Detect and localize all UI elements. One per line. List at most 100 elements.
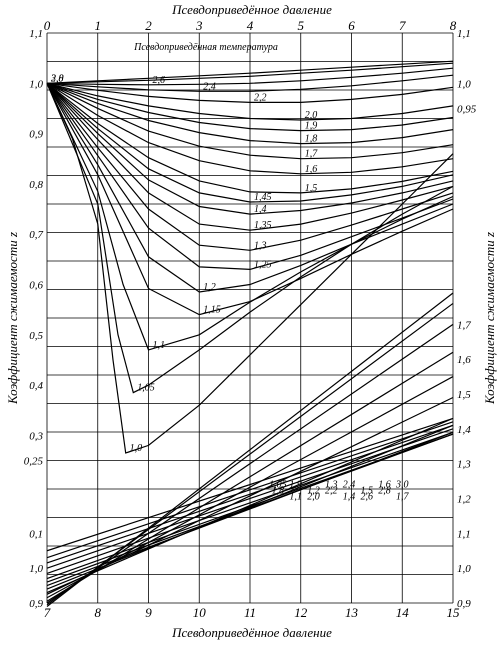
top-tick-label: 1 [95, 18, 102, 33]
left-tick-label: 0,9 [29, 598, 43, 610]
left-tick-label: 1,1 [29, 28, 43, 40]
bottom-tick-label: 13 [345, 605, 359, 620]
lower-curve-label: 1,9 [289, 480, 302, 491]
right-tick-label: 1,2 [457, 494, 471, 506]
upper-curve [46, 82, 454, 145]
top-tick-label: 3 [195, 18, 203, 33]
right-tick-label: 1,1 [457, 528, 471, 540]
bottom-tick-label: 12 [294, 605, 308, 620]
right-tick-label: 1,6 [457, 354, 471, 366]
lower-curve [46, 323, 454, 604]
upper-curve [46, 82, 454, 203]
upper-curve-label: 1,45 [254, 192, 272, 203]
upper-curve-label: 2,0 [305, 110, 318, 121]
lower-curve [46, 417, 454, 552]
left-tick-label: 0,1 [29, 528, 43, 540]
left-tick-label: 0,25 [24, 456, 44, 468]
lower-curve-label: 1,4 [343, 492, 356, 503]
left-tick-label: 0,3 [29, 430, 43, 442]
right-tick-label: 1,7 [457, 319, 471, 331]
right-axis-title: Коэффициент сжимаемости z [482, 232, 497, 405]
upper-curve [46, 82, 454, 132]
upper-curve-label: 1,2 [203, 282, 216, 293]
upper-curve-label: 2,8 [51, 73, 64, 84]
left-tick-label: 0,8 [29, 179, 43, 191]
upper-curve [46, 83, 454, 351]
lower-curve-label: 2,6 [360, 492, 373, 503]
upper-curve-label: 1,35 [254, 220, 272, 231]
top-tick-label: 2 [145, 18, 152, 33]
lower-curves-group: 3,0 2,8 2,6 2,4 2,2 2,0 1,9 1,8 1,7 1,6 1,5 1,4 1,3 1… [46, 292, 454, 607]
lower-curve [46, 424, 454, 564]
upper-curve [46, 60, 454, 84]
lower-curve-label: 1,3 [325, 480, 338, 491]
upper-curve-label: 1,7 [305, 149, 319, 160]
lower-curve [46, 351, 454, 602]
top-tick-label: 5 [298, 18, 305, 33]
upper-curve [46, 83, 454, 454]
right-tick-label: 1,4 [457, 424, 471, 436]
upper-curves-group: 3,02,8 2,6 2,4 2,2 2,01,9 1,8 1,7 1,6 1,5 1,451,4… [46, 60, 454, 454]
bottom-tick-label: 11 [244, 605, 256, 620]
lower-curve [46, 433, 454, 583]
upper-curve [46, 82, 454, 194]
left-axis-title: Коэффициент сжимаемости z [5, 232, 20, 405]
upper-curve-label: 1,8 [305, 134, 318, 145]
lower-curve-label: 2,8 [378, 486, 391, 497]
right-tick-label: 1,5 [457, 389, 471, 401]
upper-curve-label: 1,5 [305, 183, 318, 194]
lower-curve-label: 1,2 [307, 486, 320, 497]
right-tick-label: 1,0 [457, 78, 471, 90]
top-tick-label: 7 [399, 18, 406, 33]
upper-curve-label: 2,2 [254, 92, 267, 103]
upper-curve [46, 67, 454, 86]
bottom-tick-label: 14 [396, 605, 410, 620]
lower-curve-label: 2,2 [325, 486, 338, 497]
upper-curve-label: 1,1 [153, 340, 166, 351]
right-tick-label: 1,1 [457, 28, 471, 40]
upper-curve [46, 82, 454, 121]
lower-curve-label: 3,0 [395, 480, 409, 491]
right-tick-label: 0,95 [457, 103, 477, 115]
left-tick-label: 0,6 [29, 279, 43, 291]
right-tick-label: 0,9 [457, 598, 471, 610]
bottom-tick-label: 15 [447, 605, 461, 620]
upper-curve-label: 1,6 [305, 164, 318, 175]
tick-labels: 0 1 2 3 4 5 6 7 87 8 9 10 11 12 13 14 151,11,00,90,80,70… [24, 18, 477, 620]
upper-curve-label: 1,15 [203, 305, 221, 316]
upper-curve [46, 82, 454, 293]
top-tick-label: 6 [348, 18, 355, 33]
top-axis-title: Псевдоприведённое давление [171, 2, 332, 17]
upper-curve-label: 2,6 [153, 75, 166, 86]
right-tick-label: 1,3 [457, 459, 471, 471]
bottom-tick-label: 10 [193, 605, 207, 620]
top-tick-label: 8 [450, 18, 457, 33]
lower-curve [46, 421, 454, 559]
upper-curve [46, 82, 454, 160]
upper-curve [46, 82, 454, 103]
lower-curve [46, 417, 454, 594]
lower-curve-label: 2,0 [307, 492, 320, 503]
upper-curve [46, 74, 454, 92]
upper-curve [46, 62, 454, 84]
left-tick-label: 0,5 [29, 330, 43, 342]
left-tick-label: 0,7 [29, 229, 43, 241]
bottom-axis-title: Псевдоприведённое давление [171, 625, 332, 640]
lower-curve-label: 1,1 [289, 492, 302, 503]
upper-curve-label: 3,0 [50, 73, 64, 84]
right-tick-label: 1,0 [457, 563, 471, 575]
upper-curve-label: 1,25 [254, 259, 272, 270]
upper-curve-label: 1,0 [130, 443, 143, 454]
bottom-tick-label: 7 [44, 605, 51, 620]
bottom-tick-label: 9 [145, 605, 152, 620]
top-tick-label: 4 [247, 18, 254, 33]
lower-curve [46, 376, 454, 599]
upper-curve-label: 1,9 [305, 121, 318, 132]
upper-curve-label: 1,4 [254, 204, 267, 215]
lower-curve-label: 1,8 [272, 486, 285, 497]
upper-curve [46, 82, 454, 251]
bottom-tick-label: 8 [95, 605, 102, 620]
lower-curve [46, 292, 454, 607]
lower-curve-label: 1,7 [396, 492, 410, 503]
